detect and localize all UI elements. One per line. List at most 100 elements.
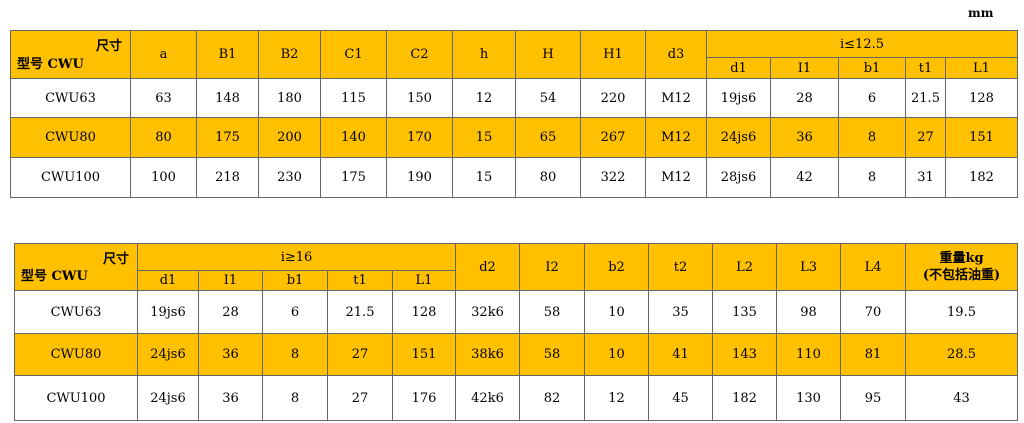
- value-cell: 267: [580, 117, 646, 158]
- table-row: CWU100 100 218 230 175 190 15 80 322 M12 28js6 42 8 3…: [10, 157, 1018, 198]
- value-cell: 115: [320, 78, 387, 118]
- sub-header: t1: [327, 270, 393, 291]
- value-cell: 45: [648, 375, 714, 421]
- value-cell: 176: [391, 375, 457, 421]
- weight-header-label: 重量kg: [939, 251, 984, 266]
- corner-header: 尺寸 型号 CWU: [14, 243, 138, 291]
- value-cell: 42k6: [455, 375, 521, 421]
- model-cell: CWU100: [10, 157, 131, 198]
- value-cell: 220: [580, 78, 646, 118]
- value-cell: 27: [327, 333, 393, 376]
- value-cell: 95: [840, 375, 907, 421]
- value-cell: 54: [515, 78, 581, 118]
- header-cell: H1: [580, 30, 646, 79]
- value-cell: 151: [945, 117, 1018, 158]
- value-cell: 31: [905, 157, 946, 198]
- value-cell: M12: [645, 117, 707, 158]
- value-cell: 80: [515, 157, 581, 198]
- value-cell: 27: [905, 117, 946, 158]
- value-cell: 15: [452, 117, 516, 158]
- header-cell: H: [515, 30, 581, 79]
- value-cell: 82: [519, 375, 586, 421]
- value-cell: M12: [645, 157, 707, 198]
- header-cell: L4: [840, 243, 907, 291]
- weight-header: 重量kg (不包括油重): [905, 243, 1019, 291]
- value-cell: 175: [196, 117, 259, 158]
- table-row: CWU63 19js6 28 6 21.5 128 32k6 58 10 35 135 98 70 19.…: [14, 290, 1019, 334]
- value-cell: 43: [905, 375, 1019, 421]
- value-cell: 218: [196, 157, 259, 198]
- value-cell: 143: [712, 333, 778, 376]
- spec-table-ratio-high: 尺寸 型号 CWU i≥16 d2 I2 b2 t2 L2 L3 L4 重量kg (…: [14, 243, 1019, 421]
- value-cell: 8: [262, 333, 328, 376]
- corner-header: 尺寸 型号 CWU: [10, 30, 131, 79]
- value-cell: M12: [645, 78, 707, 118]
- value-cell: 41: [648, 333, 714, 376]
- value-cell: 12: [452, 78, 516, 118]
- value-cell: 24js6: [137, 333, 199, 376]
- header-cell: b2: [584, 243, 650, 291]
- sub-header: t1: [905, 57, 946, 79]
- value-cell: 6: [262, 290, 328, 334]
- value-cell: 19.5: [905, 290, 1019, 334]
- value-cell: 148: [196, 78, 259, 118]
- spec-table-ratio-low: 尺寸 型号 CWU a B1 B2 C1 C2 h H H1 d3 i≤12.5 …: [10, 30, 1018, 198]
- sub-header: d1: [137, 270, 199, 291]
- value-cell: 8: [838, 157, 906, 198]
- value-cell: 35: [648, 290, 714, 334]
- value-cell: 8: [262, 375, 328, 421]
- unit-label: mm: [968, 6, 994, 20]
- value-cell: 36: [770, 117, 839, 158]
- value-cell: 130: [776, 375, 842, 421]
- header-cell: L3: [776, 243, 842, 291]
- header-cell: C2: [386, 30, 453, 79]
- header-cell: L2: [712, 243, 778, 291]
- table-row: CWU100 24js6 36 8 27 176 42k6 82 12 45 182 130 95 43: [14, 375, 1019, 421]
- value-cell: 28: [198, 290, 263, 334]
- value-cell: 10: [584, 333, 650, 376]
- value-cell: 24js6: [137, 375, 199, 421]
- value-cell: 38k6: [455, 333, 521, 376]
- value-cell: 128: [945, 78, 1018, 118]
- sub-header: b1: [838, 57, 906, 79]
- value-cell: 21.5: [905, 78, 946, 118]
- value-cell: 100: [130, 157, 197, 198]
- value-cell: 151: [391, 333, 457, 376]
- header-cell: d3: [645, 30, 707, 79]
- value-cell: 6: [838, 78, 906, 118]
- weight-header-note: (不包括油重): [922, 268, 1001, 283]
- model-cell: CWU80: [14, 333, 138, 376]
- value-cell: 58: [519, 333, 586, 376]
- value-cell: 180: [258, 78, 321, 118]
- value-cell: 70: [840, 290, 907, 334]
- header-cell: B2: [258, 30, 321, 79]
- value-cell: 10: [584, 290, 650, 334]
- value-cell: 28js6: [706, 157, 771, 198]
- value-cell: 36: [198, 375, 263, 421]
- header-cell: C1: [320, 30, 387, 79]
- value-cell: 128: [391, 290, 457, 334]
- value-cell: 182: [945, 157, 1018, 198]
- value-cell: 19js6: [706, 78, 771, 118]
- header-cell: h: [452, 30, 516, 79]
- value-cell: 28: [770, 78, 839, 118]
- corner-top: 尺寸: [102, 252, 129, 267]
- sub-header: I1: [198, 270, 263, 291]
- value-cell: 182: [712, 375, 778, 421]
- value-cell: 150: [386, 78, 453, 118]
- value-cell: 190: [386, 157, 453, 198]
- value-cell: 27: [327, 375, 393, 421]
- value-cell: 36: [198, 333, 263, 376]
- value-cell: 140: [320, 117, 387, 158]
- value-cell: 230: [258, 157, 321, 198]
- value-cell: 65: [515, 117, 581, 158]
- value-cell: 24js6: [706, 117, 771, 158]
- value-cell: 175: [320, 157, 387, 198]
- table-row: CWU63 63 148 180 115 150 12 54 220 M12 19js6 28 6 21.…: [10, 78, 1018, 118]
- table-row: CWU80 24js6 36 8 27 151 38k6 58 10 41 143 110 81 28.5: [14, 333, 1019, 376]
- sub-header: I1: [770, 57, 839, 79]
- corner-bottom: 型号 CWU: [21, 269, 88, 284]
- value-cell: 8: [838, 117, 906, 158]
- value-cell: 19js6: [137, 290, 199, 334]
- value-cell: 80: [130, 117, 197, 158]
